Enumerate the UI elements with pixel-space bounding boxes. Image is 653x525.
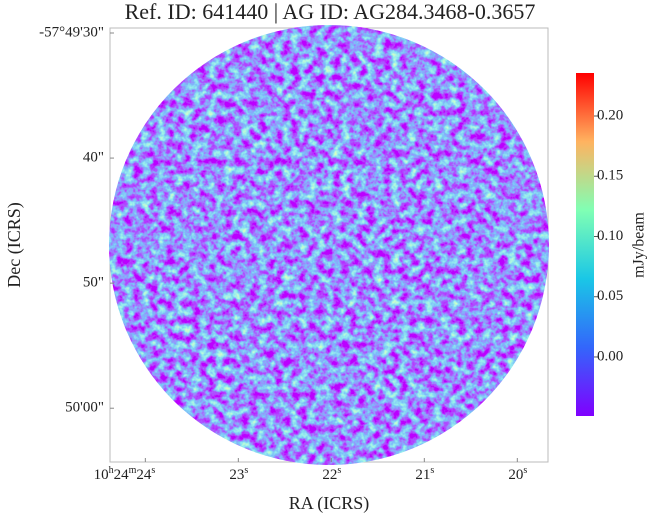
x-tick-label: 23s xyxy=(229,465,248,484)
colorbar-tick-label: 0.15 xyxy=(597,168,623,184)
x-tick-label: 10h24m24s xyxy=(94,465,156,484)
x-tick-label: 21s xyxy=(415,465,434,484)
y-tick-label: 40" xyxy=(83,150,104,166)
colorbar xyxy=(576,73,594,416)
y-tick-label: -57°49'30" xyxy=(39,24,104,40)
y-tick-label: 50" xyxy=(83,275,104,291)
x-axis-label: RA (ICRS) xyxy=(289,493,370,514)
x-tick-label: 22s xyxy=(322,465,341,484)
colorbar-tick-label: 0.20 xyxy=(597,107,623,123)
colorbar-label: mJy/beam xyxy=(631,212,648,278)
y-tick-label: 50'00" xyxy=(65,400,104,416)
image-map xyxy=(109,25,549,465)
x-tick-label: 20s xyxy=(508,465,527,484)
colorbar-tick-label: 0.05 xyxy=(597,288,623,304)
colorbar-tick-label: 0.00 xyxy=(597,348,623,364)
y-axis-label: Dec (ICRS) xyxy=(4,202,25,287)
chart-title: Ref. ID: 641440 | AG ID: AG284.3468-0.36… xyxy=(125,0,536,24)
colorbar-tick-label: 0.10 xyxy=(597,228,623,244)
